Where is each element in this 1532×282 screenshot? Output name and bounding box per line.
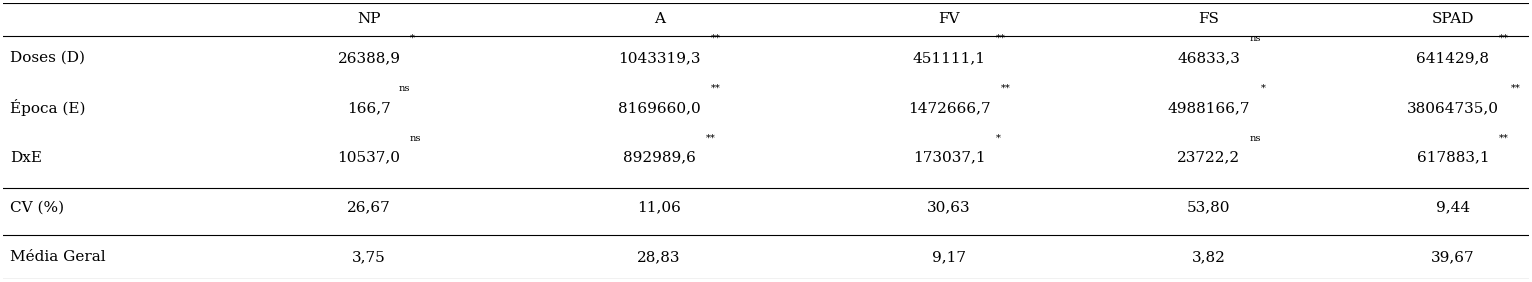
Text: 1043319,3: 1043319,3	[617, 51, 700, 65]
Text: CV (%): CV (%)	[11, 200, 64, 214]
Text: **: **	[711, 34, 722, 43]
Text: FS: FS	[1198, 12, 1219, 26]
Text: **: **	[1500, 134, 1509, 143]
Text: SPAD: SPAD	[1431, 12, 1474, 26]
Text: Média Geral: Média Geral	[11, 250, 106, 264]
Text: 46833,3: 46833,3	[1177, 51, 1239, 65]
Text: 1472666,7: 1472666,7	[908, 101, 991, 115]
Text: *: *	[996, 134, 1000, 143]
Text: 3,82: 3,82	[1192, 250, 1226, 264]
Text: 30,63: 30,63	[927, 200, 971, 214]
Text: 9,17: 9,17	[931, 250, 967, 264]
Text: 11,06: 11,06	[637, 200, 682, 214]
Text: 38064735,0: 38064735,0	[1406, 101, 1498, 115]
Text: 10537,0: 10537,0	[337, 151, 401, 165]
Text: **: **	[1511, 84, 1521, 93]
Text: **: **	[1002, 84, 1011, 93]
Text: 9,44: 9,44	[1435, 200, 1471, 214]
Text: 451111,1: 451111,1	[913, 51, 985, 65]
Text: ns: ns	[1249, 34, 1261, 43]
Text: NP: NP	[357, 12, 381, 26]
Text: 23722,2: 23722,2	[1177, 151, 1241, 165]
Text: *: *	[409, 34, 415, 43]
Text: DxE: DxE	[11, 151, 43, 165]
Text: ns: ns	[1249, 134, 1261, 143]
Text: 641429,8: 641429,8	[1417, 51, 1489, 65]
Text: 4988166,7: 4988166,7	[1167, 101, 1250, 115]
Text: Doses (D): Doses (D)	[11, 51, 86, 65]
Text: *: *	[1261, 84, 1265, 93]
Text: 892989,6: 892989,6	[622, 151, 696, 165]
Text: 53,80: 53,80	[1187, 200, 1230, 214]
Text: A: A	[654, 12, 665, 26]
Text: ns: ns	[398, 84, 409, 93]
Text: 173037,1: 173037,1	[913, 151, 985, 165]
Text: 26,67: 26,67	[348, 200, 391, 214]
Text: **: **	[711, 84, 722, 93]
Text: **: **	[706, 134, 715, 143]
Text: 8169660,0: 8169660,0	[617, 101, 700, 115]
Text: 617883,1: 617883,1	[1417, 151, 1489, 165]
Text: 39,67: 39,67	[1431, 250, 1475, 264]
Text: 28,83: 28,83	[637, 250, 680, 264]
Text: FV: FV	[939, 12, 961, 26]
Text: ns: ns	[409, 134, 421, 143]
Text: 166,7: 166,7	[348, 101, 391, 115]
Text: **: **	[1500, 34, 1509, 43]
Text: 26388,9: 26388,9	[337, 51, 401, 65]
Text: **: **	[996, 34, 1005, 43]
Text: Época (E): Época (E)	[11, 99, 86, 116]
Text: 3,75: 3,75	[352, 250, 386, 264]
